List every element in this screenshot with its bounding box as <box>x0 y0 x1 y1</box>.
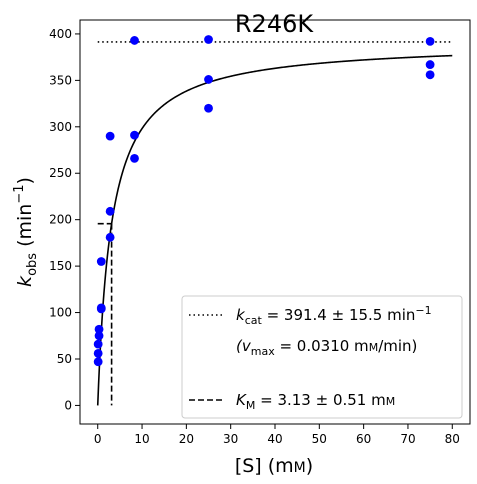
legend-km-text: = 3.13 ± 0.51 m <box>255 391 385 409</box>
data-point <box>130 153 139 163</box>
x-tick-label: 20 <box>179 432 194 446</box>
legend-kcat-sub: cat <box>245 314 263 327</box>
data-point <box>105 232 115 242</box>
x-tick-label: 60 <box>356 432 371 446</box>
data-point <box>93 349 103 358</box>
legend: kcat = 391.4 ± 15.5 min−1 (vmax = 0.0310… <box>181 295 463 419</box>
x-axis-label-unit: M <box>294 460 306 476</box>
legend-vmax-unit: M <box>369 341 379 354</box>
fit-curve <box>96 54 453 406</box>
legend-vmax-text: = 0.0310 m <box>275 337 369 355</box>
legend-km-unit: M <box>386 395 396 408</box>
x-tick-label: 0 <box>94 432 102 446</box>
legend-vmax-label: (vmax = 0.0310 mM/min) <box>236 337 417 358</box>
legend-vmax-close: /min) <box>378 337 417 355</box>
y-tick-label: 0 <box>64 398 72 412</box>
legend-kcat-text: = 391.4 ± 15.5 min <box>262 306 416 324</box>
y-tick-label: 300 <box>49 120 72 134</box>
x-tick-label: 80 <box>445 432 460 446</box>
data-point <box>105 131 115 141</box>
data-point <box>425 70 435 80</box>
data-point <box>93 357 103 367</box>
data-point <box>130 36 139 45</box>
chart-title: R246K <box>235 10 314 38</box>
y-axis-label-sub: obs <box>25 253 40 276</box>
y-axis-label-close: ) <box>14 177 36 184</box>
legend-km-prefix: K <box>236 391 247 409</box>
legend-km-label: KM = 3.13 ± 0.51 mM <box>236 391 395 412</box>
data-point <box>96 303 106 313</box>
data-point <box>94 324 104 334</box>
data-point <box>130 130 139 140</box>
legend-box <box>181 295 463 419</box>
y-tick-label: 50 <box>57 352 72 366</box>
x-axis-label-close: ) <box>306 455 313 477</box>
y-tick-label: 150 <box>49 259 72 273</box>
y-axis-label-rest: (min <box>14 204 36 253</box>
legend-km-sub: M <box>246 399 256 412</box>
data-point <box>96 257 106 266</box>
data-point <box>204 103 213 113</box>
plot-area <box>93 35 453 406</box>
data-point <box>204 35 213 44</box>
x-axis-label-main: [S] (m <box>235 455 294 477</box>
y-axis-label-sup: −1 <box>12 184 27 203</box>
x-tick-label: 70 <box>400 432 415 446</box>
y-axis: 0 50 100 150 200 250 300 350 400 <box>49 27 80 412</box>
legend-kcat-prefix: k <box>236 306 246 324</box>
y-tick-label: 400 <box>49 27 72 41</box>
data-point <box>425 60 435 69</box>
y-tick-label: 100 <box>49 306 72 320</box>
y-axis-label-k: k <box>14 275 36 287</box>
y-tick-label: 250 <box>49 166 72 180</box>
x-tick-label: 30 <box>223 432 238 446</box>
x-axis-label: [S] (mM) <box>235 455 313 477</box>
y-tick-label: 200 <box>49 213 72 227</box>
x-tick-label: 10 <box>134 432 149 446</box>
y-tick-label: 350 <box>49 73 72 87</box>
y-axis-label: kobs (min−1) <box>12 177 40 287</box>
x-tick-label: 50 <box>312 432 327 446</box>
legend-vmax-sub: max <box>251 345 275 358</box>
x-tick-label: 40 <box>267 432 282 446</box>
data-point <box>93 339 103 349</box>
legend-kcat-sup: −1 <box>415 304 431 317</box>
data-point <box>105 206 115 216</box>
legend-vmax-prefix: (v <box>236 337 252 355</box>
x-axis: 0 10 20 30 40 50 60 70 80 <box>94 424 460 446</box>
data-point <box>425 36 435 46</box>
data-point <box>94 331 104 341</box>
legend-kcat-label: kcat = 391.4 ± 15.5 min−1 <box>236 304 432 327</box>
data-point <box>204 75 213 84</box>
